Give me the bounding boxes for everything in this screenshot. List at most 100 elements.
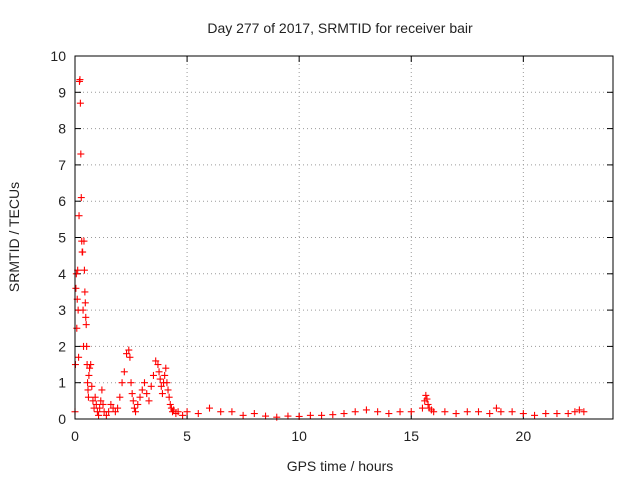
data-point (152, 357, 160, 365)
data-point (508, 408, 516, 416)
data-point (72, 284, 80, 292)
data-point (158, 390, 166, 398)
data-point (564, 410, 572, 418)
data-point (519, 410, 527, 418)
data-point (396, 408, 404, 416)
data-point (82, 313, 90, 321)
data-point (72, 270, 80, 278)
y-tick-label: 9 (58, 84, 66, 100)
data-point (107, 400, 115, 408)
data-point (82, 321, 90, 329)
data-point (111, 408, 119, 416)
data-point (80, 266, 88, 274)
y-tick-label: 2 (58, 338, 66, 354)
y-tick-label: 4 (58, 266, 66, 282)
data-point (99, 400, 107, 408)
data-point (114, 404, 122, 412)
data-point (116, 393, 124, 401)
data-point (138, 386, 146, 394)
data-point (136, 393, 144, 401)
data-point (91, 393, 99, 401)
data-point (166, 400, 174, 408)
data-point (497, 408, 505, 416)
data-point (88, 382, 96, 390)
data-point (475, 408, 482, 416)
data-point (125, 346, 133, 354)
data-point (140, 379, 148, 387)
data-point (318, 411, 326, 419)
data-point (571, 408, 579, 416)
x-tick-label: 5 (183, 428, 191, 444)
data-point (452, 410, 460, 418)
data-point (76, 76, 84, 84)
data-point (102, 411, 110, 419)
data-point (424, 400, 432, 408)
x-tick-label: 0 (71, 428, 79, 444)
data-point (542, 410, 550, 418)
data-point (154, 361, 162, 369)
y-tick-label: 10 (50, 48, 66, 64)
data-point (486, 410, 494, 418)
data-point (407, 408, 415, 416)
data-point (96, 404, 104, 412)
data-point (75, 353, 83, 361)
data-point (340, 410, 348, 418)
data-point (86, 364, 94, 372)
data-point (132, 408, 140, 416)
data-point (164, 386, 172, 394)
data-point (228, 408, 236, 416)
data-point (162, 364, 170, 372)
data-point (84, 379, 92, 387)
data-point (179, 411, 187, 419)
data-point (157, 382, 165, 390)
data-point (170, 406, 178, 414)
data-point (89, 397, 97, 405)
y-axis-label: SRMTID / TECUs (6, 182, 22, 292)
data-point (123, 350, 131, 358)
x-axis-label: GPS time / hours (287, 458, 394, 474)
x-tick-label: 15 (403, 428, 419, 444)
data-point (441, 408, 449, 416)
y-tick-label: 6 (58, 193, 66, 209)
data-point (580, 408, 588, 416)
data-point (239, 411, 247, 419)
y-tick-label: 5 (58, 230, 66, 246)
data-point (81, 299, 89, 307)
x-tick-label: 10 (291, 428, 307, 444)
data-point (120, 368, 128, 376)
data-point (362, 406, 370, 414)
data-point (81, 288, 89, 296)
data-point (126, 353, 134, 361)
data-point (92, 400, 100, 408)
data-point (329, 411, 337, 419)
data-point (73, 324, 81, 332)
data-point (118, 379, 126, 387)
data-point (93, 408, 101, 416)
data-point (155, 368, 163, 376)
y-tick-label: 3 (58, 302, 66, 318)
data-point (161, 371, 169, 379)
data-point (284, 412, 292, 420)
data-point (79, 306, 87, 314)
data-point (430, 408, 438, 416)
data-point (385, 410, 393, 418)
data-point (423, 395, 431, 403)
data-point (422, 391, 430, 399)
data-point (105, 408, 113, 416)
data-point (531, 411, 539, 419)
plot-frame (74, 55, 614, 420)
data-point (83, 342, 91, 350)
y-tick-label: 0 (58, 411, 66, 427)
data-point (80, 237, 88, 245)
y-tick-label: 7 (58, 157, 66, 173)
data-point (87, 361, 95, 369)
data-point (130, 404, 138, 412)
data-point (351, 408, 359, 416)
data-point (463, 408, 471, 416)
axis-ticks: 0 1 2 3 4 5 6 7 8 9 10 0 5 10 15 20 (50, 48, 613, 444)
data-point (143, 390, 151, 398)
data-point (217, 408, 225, 416)
data-point (553, 410, 561, 418)
chart-title: Day 277 of 2017, SRMTID for receiver bai… (207, 20, 473, 36)
